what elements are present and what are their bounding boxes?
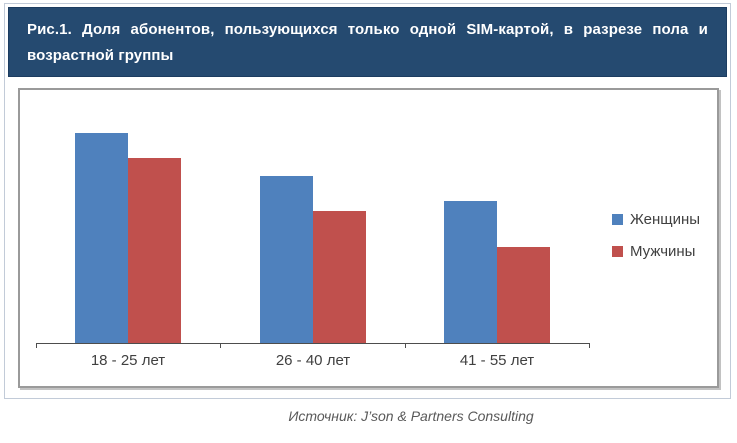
legend-swatch-women-icon xyxy=(612,214,623,225)
category-label: 41 - 55 лет xyxy=(459,352,535,369)
source-caption: Источник: J’son & Partners Consulting xyxy=(288,408,534,424)
bar-men-group3 xyxy=(497,247,550,343)
bar-men-group1 xyxy=(128,158,181,343)
axis-tick xyxy=(36,343,37,348)
legend-item-men: Мужчины xyxy=(612,243,700,260)
axis-tick xyxy=(405,343,406,348)
legend-label-women: Женщины xyxy=(630,211,701,228)
category-label: 18 - 25 лет xyxy=(90,352,166,369)
legend-item-women: Женщины xyxy=(612,211,700,228)
bar-women-group2 xyxy=(260,176,313,343)
plot-area: Женщины Мужчины 18 - 25 лет 26 - 40 лет 41… xyxy=(20,90,717,386)
legend-label-men: Мужчины xyxy=(630,243,696,260)
bar-women-group3 xyxy=(444,201,497,343)
figure-header: Рис.1. Доля абонентов, пользующихся толь… xyxy=(8,7,727,77)
chart-box: Женщины Мужчины 18 - 25 лет 26 - 40 лет 41… xyxy=(18,88,719,388)
figure-title-line2: возрастной группы xyxy=(27,47,174,64)
x-axis-line xyxy=(36,343,590,344)
figure-title-line1: Рис.1. Доля абонентов, пользующихся толь… xyxy=(27,21,708,38)
category-label: 26 - 40 лет xyxy=(275,352,351,369)
axis-tick xyxy=(220,343,221,348)
axis-tick xyxy=(589,343,590,348)
bar-men-group2 xyxy=(313,211,366,343)
legend-swatch-men-icon xyxy=(612,246,623,257)
legend: Женщины Мужчины xyxy=(612,211,700,275)
bar-women-group1 xyxy=(75,133,128,343)
